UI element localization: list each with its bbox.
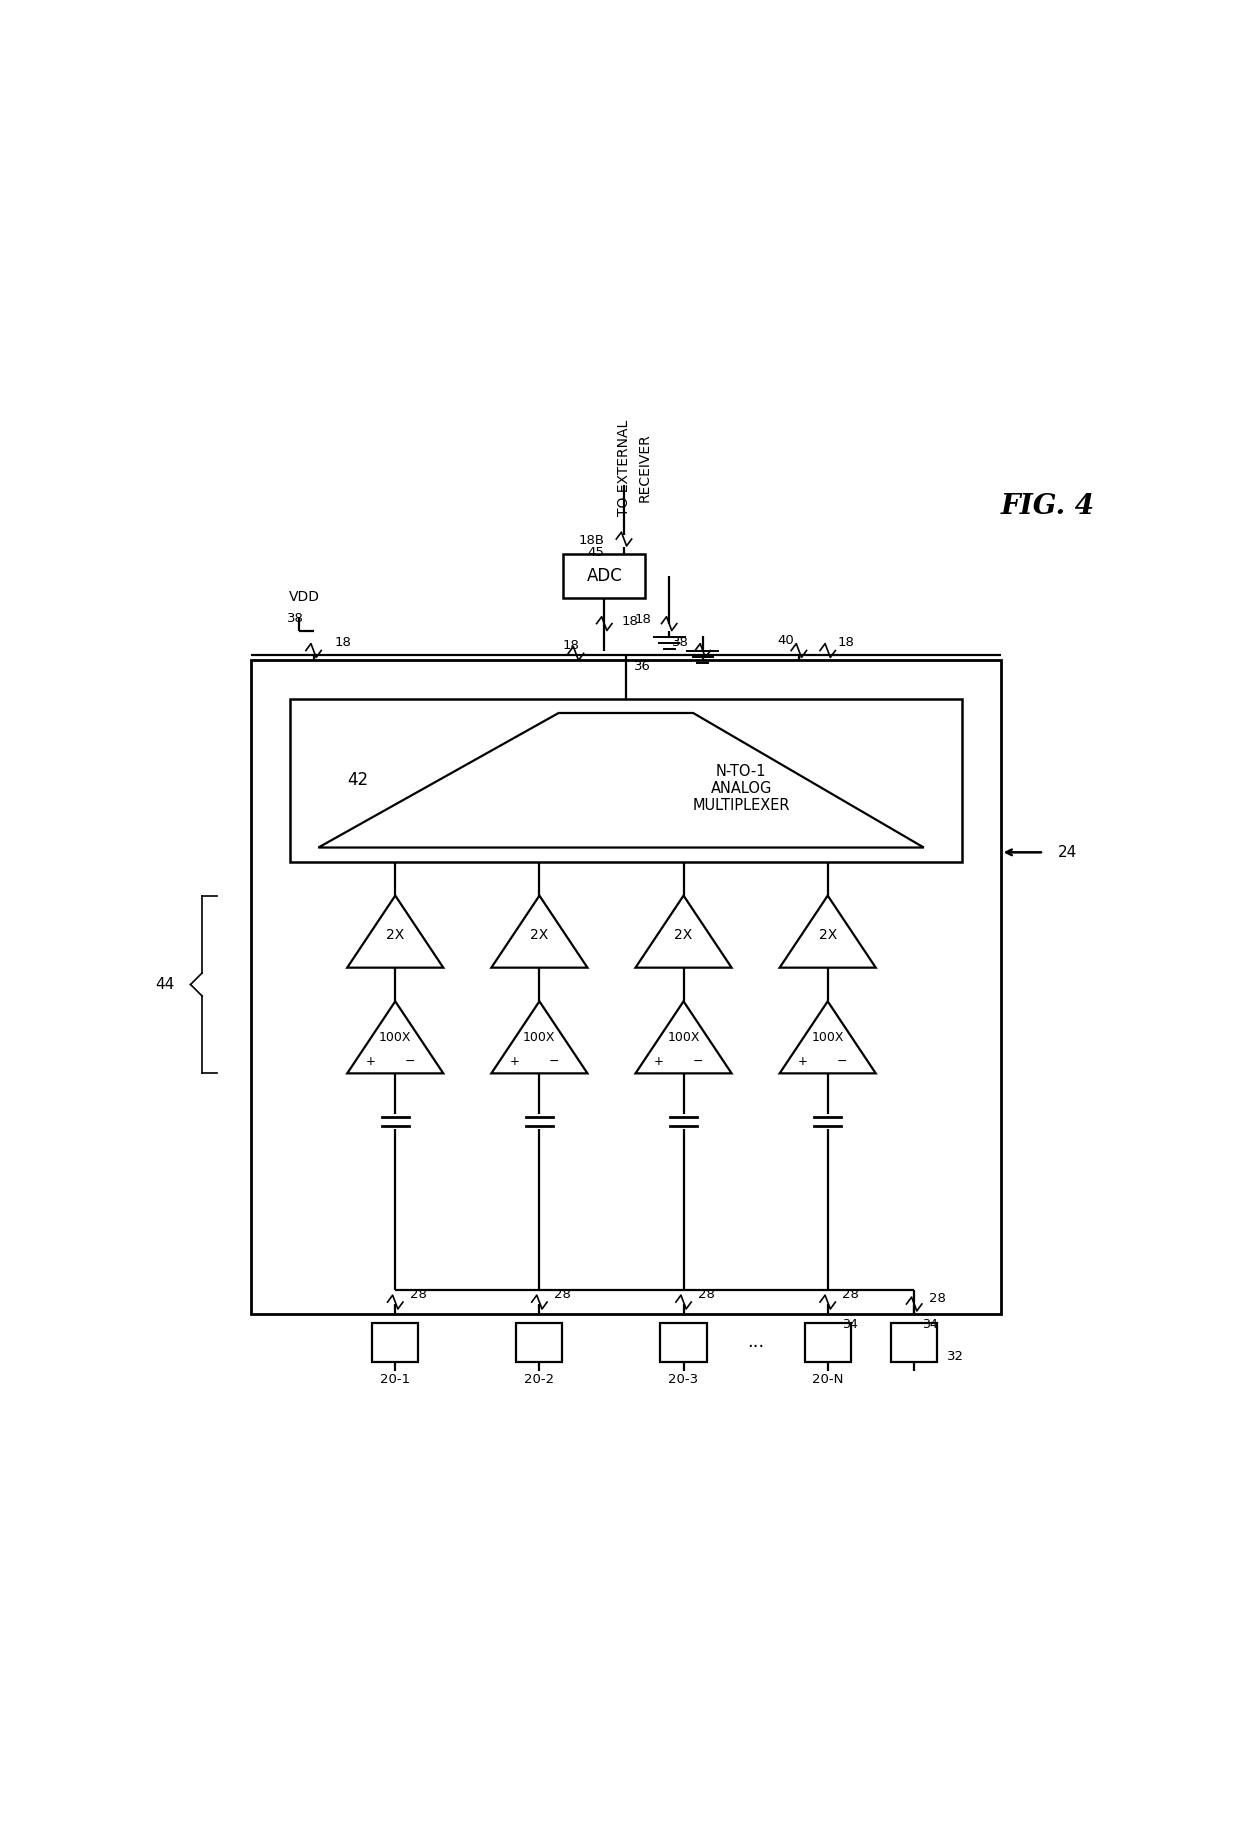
Text: 18B: 18B bbox=[579, 534, 605, 546]
Text: 100X: 100X bbox=[379, 1031, 412, 1043]
Text: VDD: VDD bbox=[289, 590, 320, 605]
Text: 42: 42 bbox=[347, 772, 368, 788]
Text: 38: 38 bbox=[672, 636, 689, 650]
Bar bbox=[661, 1324, 707, 1362]
Text: N-TO-1
ANALOG
MULTIPLEXER: N-TO-1 ANALOG MULTIPLEXER bbox=[692, 763, 790, 814]
Text: 100X: 100X bbox=[811, 1031, 844, 1043]
Text: 45: 45 bbox=[588, 546, 605, 559]
Text: 24: 24 bbox=[1058, 845, 1078, 860]
Text: 18: 18 bbox=[837, 636, 854, 650]
Text: +: + bbox=[366, 1056, 376, 1069]
Polygon shape bbox=[347, 1002, 444, 1073]
Bar bbox=[516, 1324, 563, 1362]
Text: 100X: 100X bbox=[667, 1031, 699, 1043]
Bar bbox=[372, 1324, 418, 1362]
Polygon shape bbox=[319, 714, 924, 847]
Text: 18: 18 bbox=[563, 639, 579, 652]
Text: 36: 36 bbox=[634, 661, 651, 674]
Text: 34: 34 bbox=[842, 1318, 858, 1331]
Text: 28: 28 bbox=[842, 1287, 859, 1300]
Text: −: − bbox=[548, 1056, 559, 1069]
Text: 20-N: 20-N bbox=[812, 1373, 843, 1386]
Bar bbox=[290, 699, 962, 861]
Text: 28: 28 bbox=[409, 1287, 427, 1300]
Polygon shape bbox=[635, 896, 732, 967]
Text: 28: 28 bbox=[554, 1287, 570, 1300]
Text: +: + bbox=[653, 1056, 663, 1069]
Text: −: − bbox=[837, 1056, 847, 1069]
Text: ADC: ADC bbox=[587, 566, 622, 585]
Bar bbox=[805, 1324, 851, 1362]
Text: RECEIVER: RECEIVER bbox=[639, 433, 652, 503]
Text: 2X: 2X bbox=[386, 929, 404, 941]
Text: 28: 28 bbox=[698, 1287, 714, 1300]
Text: 2X: 2X bbox=[675, 929, 693, 941]
Polygon shape bbox=[635, 1002, 732, 1073]
Polygon shape bbox=[780, 896, 875, 967]
Text: 38: 38 bbox=[288, 612, 304, 625]
Text: 18: 18 bbox=[635, 614, 652, 626]
Text: 18: 18 bbox=[621, 615, 639, 628]
Text: FIG. 4: FIG. 4 bbox=[1001, 493, 1095, 519]
Bar bbox=[250, 661, 1001, 1313]
Text: 32: 32 bbox=[947, 1351, 963, 1364]
Text: 34: 34 bbox=[921, 1318, 937, 1331]
Text: +: + bbox=[797, 1056, 807, 1069]
Text: 20-1: 20-1 bbox=[381, 1373, 410, 1386]
Bar bbox=[563, 554, 645, 597]
Polygon shape bbox=[347, 896, 444, 967]
Polygon shape bbox=[491, 1002, 588, 1073]
Text: ...: ... bbox=[746, 1333, 764, 1351]
Text: 20-2: 20-2 bbox=[525, 1373, 554, 1386]
Text: −: − bbox=[404, 1056, 415, 1069]
Text: +: + bbox=[510, 1056, 520, 1069]
Bar bbox=[892, 1324, 937, 1362]
Text: 100X: 100X bbox=[523, 1031, 556, 1043]
Text: TO EXTERNAL: TO EXTERNAL bbox=[618, 421, 631, 515]
Text: 40: 40 bbox=[777, 634, 794, 648]
Text: 28: 28 bbox=[929, 1291, 945, 1304]
Text: −: − bbox=[693, 1056, 703, 1069]
Text: 20-3: 20-3 bbox=[668, 1373, 698, 1386]
Text: 44: 44 bbox=[155, 978, 175, 992]
Text: 2X: 2X bbox=[818, 929, 837, 941]
Polygon shape bbox=[491, 896, 588, 967]
Text: 2X: 2X bbox=[531, 929, 548, 941]
Text: 18: 18 bbox=[335, 636, 352, 650]
Polygon shape bbox=[780, 1002, 875, 1073]
